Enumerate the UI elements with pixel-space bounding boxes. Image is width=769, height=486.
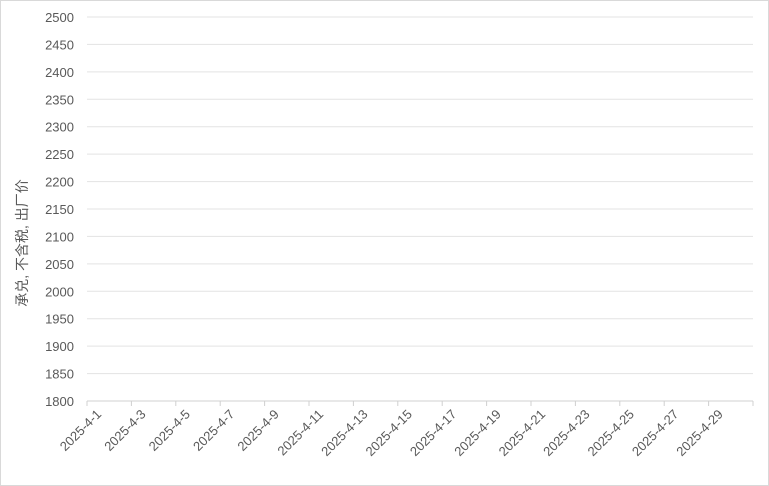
x-tick-label: 2025-4-1 [57, 407, 104, 454]
x-tick-label: 2025-4-25 [584, 407, 637, 460]
x-tick-label: 2025-4-11 [274, 407, 326, 459]
y-tick-label: 2050 [45, 257, 74, 272]
y-tick-label: 2250 [45, 147, 74, 162]
y-axis-label: 承兑, 不含税, 出厂价 [14, 179, 30, 307]
y-tick-label: 2500 [45, 10, 74, 25]
x-tick-label: 2025-4-3 [101, 407, 148, 454]
y-tick-label: 1800 [45, 394, 74, 409]
y-tick-label: 2300 [45, 120, 74, 135]
y-tick-label: 2450 [45, 37, 74, 52]
y-tick-label: 2350 [45, 92, 74, 107]
y-tick-label: 1900 [45, 339, 74, 354]
x-tick-label: 2025-4-15 [362, 407, 415, 460]
x-tick-label: 2025-4-7 [190, 407, 237, 454]
x-tick-label: 2025-4-27 [629, 407, 682, 460]
y-tick-label: 1850 [45, 367, 74, 382]
y-tick-label: 1950 [45, 312, 74, 327]
x-tick-label: 2025-4-19 [451, 407, 504, 460]
y-tick-label: 2000 [45, 284, 74, 299]
x-tick-label: 2025-4-5 [146, 407, 193, 454]
x-tick-label: 2025-4-13 [318, 407, 371, 460]
x-tick-label: 2025-4-21 [496, 407, 549, 460]
x-tick-label: 2025-4-23 [540, 407, 593, 460]
y-tick-label: 2400 [45, 65, 74, 80]
y-tick-label: 2100 [45, 229, 74, 244]
x-tick-label: 2025-4-29 [673, 407, 726, 460]
x-tick-label: 2025-4-17 [407, 407, 460, 460]
y-tick-label: 2200 [45, 175, 74, 190]
y-tick-label: 2150 [45, 202, 74, 217]
